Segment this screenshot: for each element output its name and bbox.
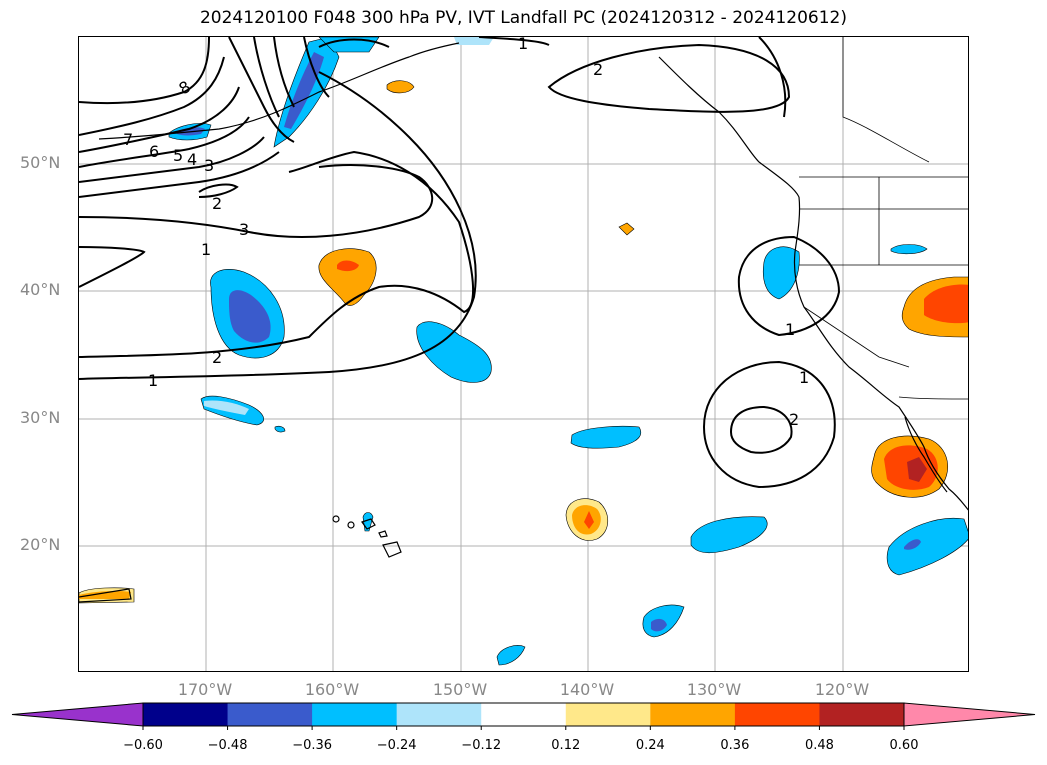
- lon-label-150w: 150°W: [432, 680, 488, 699]
- colorbar-segment: [143, 703, 229, 726]
- canada-alaska-border: [842, 37, 930, 163]
- contour-label: 5: [173, 146, 183, 165]
- contour-label: 1: [799, 368, 809, 387]
- baja: [904, 416, 948, 493]
- contour-label: 4: [187, 150, 197, 169]
- contour-label: 2: [593, 60, 603, 79]
- contour-1-coastal-low: [737, 235, 841, 337]
- lon-label-160w: 160°W: [304, 680, 360, 699]
- colorbar-tick-label: 0.60: [889, 738, 919, 753]
- contour-label: 1: [201, 240, 211, 259]
- colorbar-tick-label: −0.36: [292, 738, 333, 753]
- bc-coast: [658, 56, 800, 198]
- lat-label-20n: 20°N: [20, 535, 61, 554]
- colorbar-segment: [650, 703, 736, 726]
- colorbar-segment: [227, 703, 313, 726]
- contour-label: 2: [212, 348, 222, 367]
- colorbar-tick-label: 0.12: [551, 738, 581, 753]
- lon-label-170w: 170°W: [177, 680, 233, 699]
- contour-1-top: [478, 37, 550, 46]
- contour-label: 1: [148, 371, 158, 390]
- contour-2-southern-low: [729, 405, 793, 454]
- colorbar-tick-label: 0.48: [804, 738, 834, 753]
- colorbar-ticks: [142, 726, 905, 730]
- contour-1-southern-low: [702, 360, 836, 489]
- colorbar-tick-label: 0.36: [720, 738, 750, 753]
- contour-label: 3: [239, 220, 249, 239]
- colorbar-extend-max: [903, 702, 1036, 727]
- colorbar-segment: [565, 703, 651, 726]
- colorbar-segment: [396, 703, 482, 726]
- state-border-4: [803, 306, 910, 368]
- contour-label-group: 8 7 6 5 4 3 2 3 2 1 1 2 1 1 2 1: [123, 37, 809, 429]
- colorbar-segment: [819, 703, 905, 726]
- lon-label-120w: 120°W: [814, 680, 870, 699]
- contour-label: 2: [789, 410, 799, 429]
- alaska-peninsula: [98, 42, 460, 140]
- map-title: 2024120100 F048 300 hPa PV, IVT Landfall…: [199, 8, 847, 28]
- lat-label-40n: 40°N: [20, 280, 61, 299]
- lon-label-130w: 130°W: [686, 680, 742, 699]
- contour-2-west: [79, 150, 474, 358]
- pv-contours: [79, 37, 841, 489]
- lat-label-30n: 30°N: [20, 408, 61, 427]
- colorbar-tick-label: 0.24: [635, 738, 665, 753]
- contour-3-west: [79, 164, 434, 238]
- lat-label-50n: 50°N: [20, 153, 61, 172]
- colorbar-segment: [312, 703, 398, 726]
- contour-2-alaska: [547, 43, 791, 113]
- contour-label: 2: [212, 194, 222, 213]
- map-canvas: 8 7 6 5 4 3 2 3 2 1 1 2 1 1 2 1: [79, 37, 968, 671]
- coastlines: [79, 42, 968, 603]
- borders: [799, 37, 968, 400]
- colorbar-segments: [11, 702, 1036, 727]
- colorbar-segment: [481, 703, 567, 726]
- contour-label: 3: [204, 156, 214, 175]
- colorbar-tick-label: −0.60: [123, 738, 163, 753]
- contour-label: 6: [149, 142, 159, 161]
- contour-label: 1: [785, 320, 795, 339]
- contour-label: 7: [123, 130, 133, 149]
- colorbar-tick-label: −0.48: [207, 738, 248, 753]
- contour-4-west: [79, 246, 146, 288]
- colorbar-tick-label: −0.12: [461, 738, 502, 753]
- lon-label-140w: 140°W: [559, 680, 615, 699]
- contour-label: 1: [518, 37, 528, 53]
- colorbar-segment: [734, 703, 820, 726]
- colorbar-tick-label: −0.24: [376, 738, 417, 753]
- contour-1-west: [79, 71, 477, 380]
- ivt-shading: [79, 37, 968, 666]
- colorbar-extend-min: [11, 702, 144, 727]
- us-west-coast: [793, 196, 968, 511]
- colorbar-outline: [142, 702, 905, 727]
- contour-ne: [758, 37, 787, 118]
- mexico-border: [898, 396, 968, 400]
- map-plot-area[interactable]: 8 7 6 5 4 3 2 3 2 1 1 2 1 1 2 1: [78, 36, 969, 672]
